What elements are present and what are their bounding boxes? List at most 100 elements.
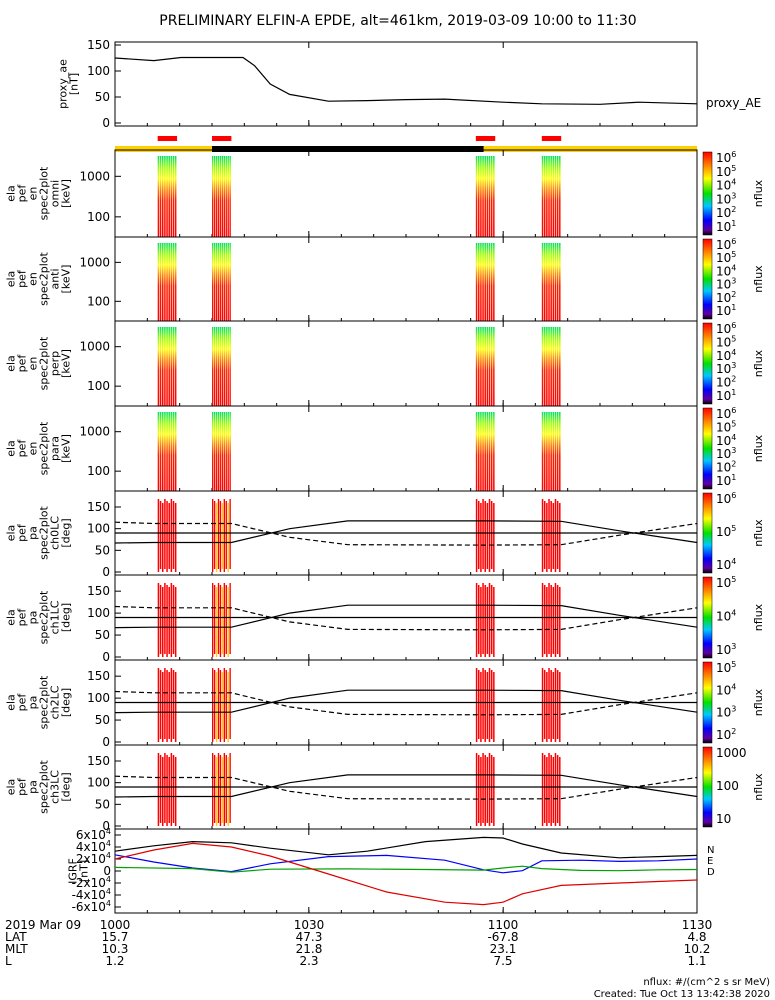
spectrogram-strip bbox=[556, 243, 559, 321]
spectrogram-strip bbox=[166, 501, 168, 572]
spectrogram-strip bbox=[480, 412, 482, 491]
pa-ch0LC-ylabel-line: [deg] bbox=[60, 518, 73, 547]
spectrogram-strip bbox=[159, 327, 162, 406]
y-tick-label: 100 bbox=[87, 210, 110, 224]
y-tick-label: 100 bbox=[87, 464, 110, 478]
en-anti-colorbar-tick-label: 105 bbox=[716, 250, 736, 265]
pa-ch3LC-ylabel-line: ela bbox=[5, 779, 18, 796]
spectrogram-strip bbox=[556, 327, 559, 406]
spectrogram-strip bbox=[157, 412, 160, 491]
spectrogram-strip bbox=[546, 757, 548, 826]
en-perp-colorbar bbox=[702, 322, 713, 405]
spectrogram-strip bbox=[229, 156, 231, 237]
pa-ch3LC-ylabel-line: pa bbox=[27, 780, 40, 794]
spectrogram-strip bbox=[490, 585, 493, 654]
spectrogram-strip bbox=[559, 503, 561, 572]
pa-ch1LC-ylabel-line: [deg] bbox=[60, 603, 73, 632]
en-omni-ylabel-line: en bbox=[27, 187, 40, 201]
spectrogram-strip bbox=[475, 583, 478, 657]
pa-ch3LC-colorbar-label: nflux bbox=[752, 773, 765, 801]
spectrogram-strip bbox=[221, 672, 224, 739]
pa-ch2LC-colorbar-tick-label: 104 bbox=[716, 682, 736, 697]
spectrogram-strip bbox=[477, 585, 480, 654]
pa-ch1LC-ylabel-line: spec2plot bbox=[38, 590, 51, 644]
spectrogram-strip bbox=[488, 583, 491, 657]
x-axis-row-label: 2019 Mar 09 bbox=[5, 918, 81, 932]
loss-cone-line bbox=[114, 689, 698, 714]
x-tick-lat: 4.8 bbox=[687, 930, 706, 944]
y-tick-label: 100 bbox=[87, 522, 110, 536]
spectrogram-strip bbox=[486, 672, 489, 739]
spectrogram-strip bbox=[168, 156, 170, 237]
x-tick-mlt: 21.8 bbox=[296, 942, 323, 956]
spectrogram-strip bbox=[166, 670, 168, 742]
zone-yellow-bar bbox=[115, 146, 212, 152]
spectrogram-strip bbox=[159, 670, 162, 739]
spectrogram-strip bbox=[490, 156, 493, 237]
zone-red-bar bbox=[541, 136, 562, 141]
en-perp-ylabel-line: spec2plot bbox=[38, 336, 51, 390]
spectrogram-strip bbox=[541, 499, 544, 572]
spectrogram-strip bbox=[170, 499, 173, 572]
spectrogram-strip bbox=[159, 585, 162, 654]
spectrogram-strip bbox=[217, 327, 220, 406]
x-tick-lat: -67.8 bbox=[487, 930, 518, 944]
spectrogram-strip bbox=[552, 243, 555, 321]
spectrogram-strip bbox=[477, 501, 480, 569]
spectrogram-strip bbox=[550, 501, 552, 572]
spectrogram-strip bbox=[484, 156, 486, 237]
spectrogram-strip bbox=[164, 499, 166, 569]
spectrogram-strip bbox=[556, 585, 559, 654]
spectrogram-strip bbox=[548, 327, 550, 406]
spectrogram-strip bbox=[212, 583, 214, 657]
en-para-colorbar-tick-label: 101 bbox=[716, 473, 736, 488]
y-tick-label: 100 bbox=[87, 379, 110, 393]
spectrogram-strip bbox=[164, 156, 166, 237]
igrf-series-D bbox=[114, 842, 698, 906]
spectrogram-strip bbox=[552, 587, 555, 654]
en-anti-ylabel-line: en bbox=[27, 272, 40, 286]
spectrogram-strip bbox=[486, 156, 489, 237]
proxy-ae-frame bbox=[114, 41, 698, 127]
pa-ch0LC-colorbar bbox=[702, 492, 713, 574]
spectrogram-strip bbox=[168, 587, 170, 654]
spectrogram-strip bbox=[480, 757, 482, 826]
en-para-colorbar-tick-label: 103 bbox=[716, 446, 736, 461]
spectrogram-strip bbox=[550, 670, 552, 742]
y-tick-label: 150 bbox=[87, 669, 110, 683]
spectrogram-strip bbox=[223, 412, 225, 491]
spectrogram-strip bbox=[556, 755, 559, 823]
spectrogram-strip bbox=[223, 499, 225, 572]
spectrogram-strip bbox=[213, 501, 216, 569]
spectrogram-strip bbox=[482, 156, 484, 237]
spectrogram-strip bbox=[550, 243, 552, 321]
spectrogram-strip bbox=[482, 753, 484, 823]
spectrogram-strip bbox=[556, 156, 559, 237]
spectrogram-strip bbox=[543, 670, 546, 739]
spectrogram-strip bbox=[225, 327, 227, 406]
anti-loss-cone-line bbox=[114, 690, 698, 716]
spectrogram-strip bbox=[477, 670, 480, 739]
spectrogram-strip bbox=[168, 327, 170, 406]
pa-ch2LC-ylabel-line: [deg] bbox=[60, 688, 73, 717]
pa-ch0LC-colorbar-tick-label: 105 bbox=[716, 524, 736, 539]
chart-title: PRELIMINARY ELFIN-A EPDE, alt=461km, 201… bbox=[159, 13, 636, 29]
igrf-legend-E: E bbox=[707, 856, 713, 867]
spectrogram-strip bbox=[215, 757, 218, 826]
x-tick-l: 1.1 bbox=[687, 954, 706, 968]
pa-ch2LC-ylabel-line: ch2LC bbox=[49, 685, 62, 719]
y-tick-label: 0 bbox=[102, 819, 110, 833]
y-tick-label: 1000 bbox=[79, 255, 110, 269]
y-tick-label: 1000 bbox=[79, 340, 110, 354]
y-tick-label: 100 bbox=[87, 776, 110, 790]
spectrogram-strip bbox=[480, 327, 482, 406]
pa-ch2LC-colorbar-tick-label: 105 bbox=[716, 660, 736, 675]
proxy-ae-ylabel-line: proxy_ae bbox=[57, 59, 70, 109]
spectrogram-strip bbox=[223, 668, 225, 742]
spectrogram-strip bbox=[548, 156, 550, 237]
